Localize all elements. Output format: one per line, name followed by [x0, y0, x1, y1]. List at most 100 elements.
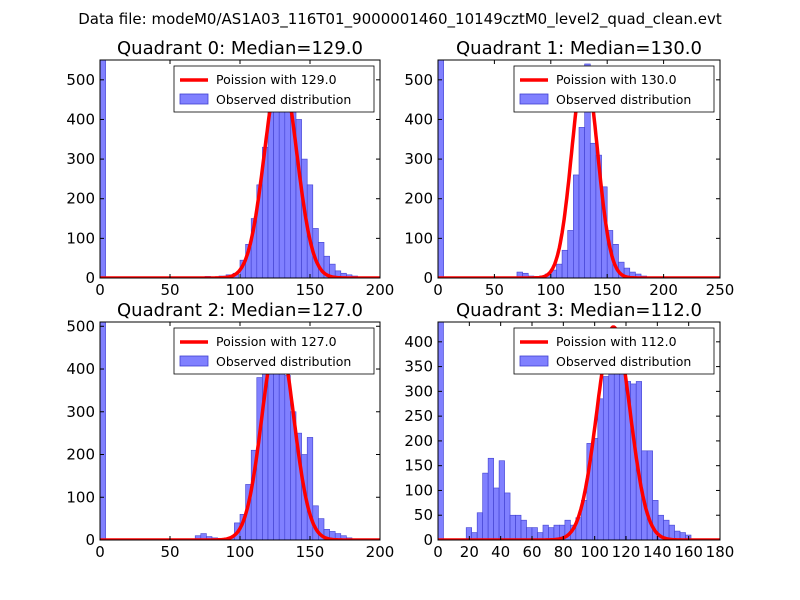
- panel2-xtick-label-3: 150: [296, 543, 325, 561]
- panel0-poisson-curve: [100, 66, 380, 278]
- panel1-legend-bar-swatch: [519, 93, 549, 105]
- panel1-bar-12: [578, 127, 585, 278]
- panel0-bar-0: [100, 60, 106, 278]
- panel3-xtick-label-8: 160: [674, 543, 703, 561]
- panel0-xtick-label-4: 200: [366, 281, 395, 299]
- panel1-bar-0: [438, 60, 444, 278]
- panel2: 0 50 100 150 200 0 100 200 300 400 500 Quadrant 2: …: [66, 300, 394, 561]
- panel1-ytick-label-1: 100: [404, 229, 433, 247]
- panel2-ytick-label-3: 300: [66, 403, 95, 421]
- panel3-legend-bar-label: Observed distribution: [556, 354, 691, 369]
- panel1-title: Quadrant 1: Median=130.0: [456, 38, 702, 59]
- panel1-ytick-label-4: 400: [404, 110, 433, 128]
- panel1-bar-10: [567, 230, 574, 278]
- panel2-xtick-label-1: 50: [160, 543, 179, 561]
- panel3-ytick-label-8: 400: [404, 333, 433, 351]
- panel0-ytick-label-5: 500: [66, 71, 95, 89]
- panel1-bar-9: [561, 249, 569, 278]
- panel3-bar-11: [520, 519, 527, 540]
- panel1-ytick-label-5: 500: [404, 71, 433, 89]
- panel3-bar-12: [526, 527, 533, 540]
- panel3-bar-28: [613, 346, 621, 540]
- panel1-legend: Poission with 130.0 Observed distribution: [513, 65, 715, 113]
- panel1-legend-bar-label: Observed distribution: [556, 92, 691, 107]
- panel0-ytick-label-3: 300: [66, 150, 95, 168]
- panel2-legend-line-label: Poission with 127.0: [216, 334, 337, 349]
- panel3-ytick-label-4: 200: [404, 432, 433, 450]
- panel3-ytick-label-7: 350: [404, 358, 433, 376]
- panel2-title: Quadrant 2: Median=127.0: [117, 300, 363, 321]
- panel2-ytick-label-5: 500: [66, 317, 95, 335]
- panel2-ytick-label-4: 400: [66, 360, 95, 378]
- panel1: 0 50 100 150 200 250 0 100 200 300 400 500 Quadrant …: [404, 38, 734, 299]
- panel0-xtick-label-2: 100: [226, 281, 255, 299]
- panel1-ytick-label-0: 0: [423, 269, 433, 287]
- panel2-bar-15: [273, 360, 280, 540]
- panel2-ytick-label-1: 100: [66, 488, 95, 506]
- panel0-title: Quadrant 0: Median=129.0: [117, 38, 363, 59]
- panel2-legend-bar-swatch: [179, 355, 209, 367]
- panel1-ytick-label-3: 300: [404, 150, 433, 168]
- panel1-legend-line-label: Poission with 130.0: [556, 72, 677, 87]
- panel0-ytick-label-1: 100: [66, 229, 95, 247]
- panel2-bar-17: [284, 375, 291, 540]
- panel3-xtick-label-2: 40: [491, 543, 510, 561]
- panel1-xtick-label-2: 100: [536, 281, 565, 299]
- panel0-xtick-label-1: 50: [160, 281, 179, 299]
- panel3-xtick-label-6: 120: [612, 543, 641, 561]
- panel0-bar-14: [278, 91, 286, 278]
- panel3-bar-6: [493, 487, 500, 540]
- panel1-axes-frame: [437, 59, 721, 279]
- panel3-ytick-label-1: 50: [414, 506, 433, 524]
- panel3-bar-26: [602, 376, 610, 540]
- panel2-bar-21: [306, 437, 314, 540]
- panel3-bar-3: [476, 512, 483, 540]
- panel3-legend: Poission with 112.0 Observed distribution: [513, 327, 715, 375]
- panel3-bar-24: [592, 438, 599, 540]
- panel1-xtick-label-0: 0: [433, 281, 443, 299]
- panel2-bar-16: [278, 368, 286, 540]
- panel1-bar-14: [589, 142, 597, 278]
- panel1-bar-11: [573, 174, 580, 278]
- panel1-ytick-label-2: 200: [404, 190, 433, 208]
- panel3-xtick-label-3: 60: [522, 543, 541, 561]
- panel3-xtick-label-1: 20: [460, 543, 479, 561]
- panel2-legend-bar-label: Observed distribution: [216, 354, 351, 369]
- panel3-bar-25: [597, 398, 604, 540]
- panel0-legend-bar-swatch: [179, 93, 209, 105]
- panel3-legend-bar-swatch: [519, 355, 549, 367]
- panel3-xtick-label-9: 180: [706, 543, 735, 561]
- panel0-legend: Poission with 129.0 Observed distribution: [173, 65, 375, 113]
- panel2-xtick-label-4: 200: [366, 543, 395, 561]
- panel3-bar-10: [515, 514, 522, 540]
- panel3-ytick-label-6: 300: [404, 382, 433, 400]
- panel2-legend: Poission with 127.0 Observed distribution: [173, 327, 375, 375]
- panel0-ytick-label-0: 0: [85, 269, 95, 287]
- panel3: 0 20 40 60 80 100 120 140 160 1800501001502002503…: [404, 300, 734, 561]
- panel0-xtick-label-0: 0: [95, 281, 105, 299]
- panel3-bar-13: [531, 527, 538, 540]
- panel0-xtick-label-3: 150: [296, 281, 325, 299]
- panel3-title: Quadrant 3: Median=112.0: [456, 300, 702, 321]
- panel1-xtick-label-1: 50: [485, 281, 504, 299]
- panel2-bar-0: [100, 322, 106, 540]
- panel2-xtick-label-0: 0: [95, 543, 105, 561]
- panel3-axes-frame: [437, 321, 721, 541]
- panel3-ytick-label-3: 150: [404, 457, 433, 475]
- panel0-legend-bar-label: Observed distribution: [216, 92, 351, 107]
- panel0-bar-12: [267, 111, 274, 278]
- panel3-ytick-label-5: 250: [404, 407, 433, 425]
- panel3-bar-15: [542, 524, 549, 540]
- panel3-bar-4: [482, 472, 489, 540]
- panel3-xtick-label-7: 140: [643, 543, 672, 561]
- panel1-xtick-label-4: 200: [649, 281, 678, 299]
- panel3-legend-line-label: Poission with 112.0: [556, 334, 677, 349]
- panel0: 0 50 100 150 200 0 100 200 300 400 500 Quadrant 0: …: [66, 38, 394, 299]
- panel3-bar-7: [498, 460, 505, 540]
- panel2-ytick-label-2: 200: [66, 446, 95, 464]
- panel1-bar-8: [556, 263, 563, 278]
- panel3-ytick-label-0: 0: [423, 531, 433, 549]
- panel2-ytick-label-0: 0: [85, 531, 95, 549]
- panel3-bar-5: [487, 457, 494, 540]
- panel0-legend-line-label: Poission with 129.0: [216, 72, 337, 87]
